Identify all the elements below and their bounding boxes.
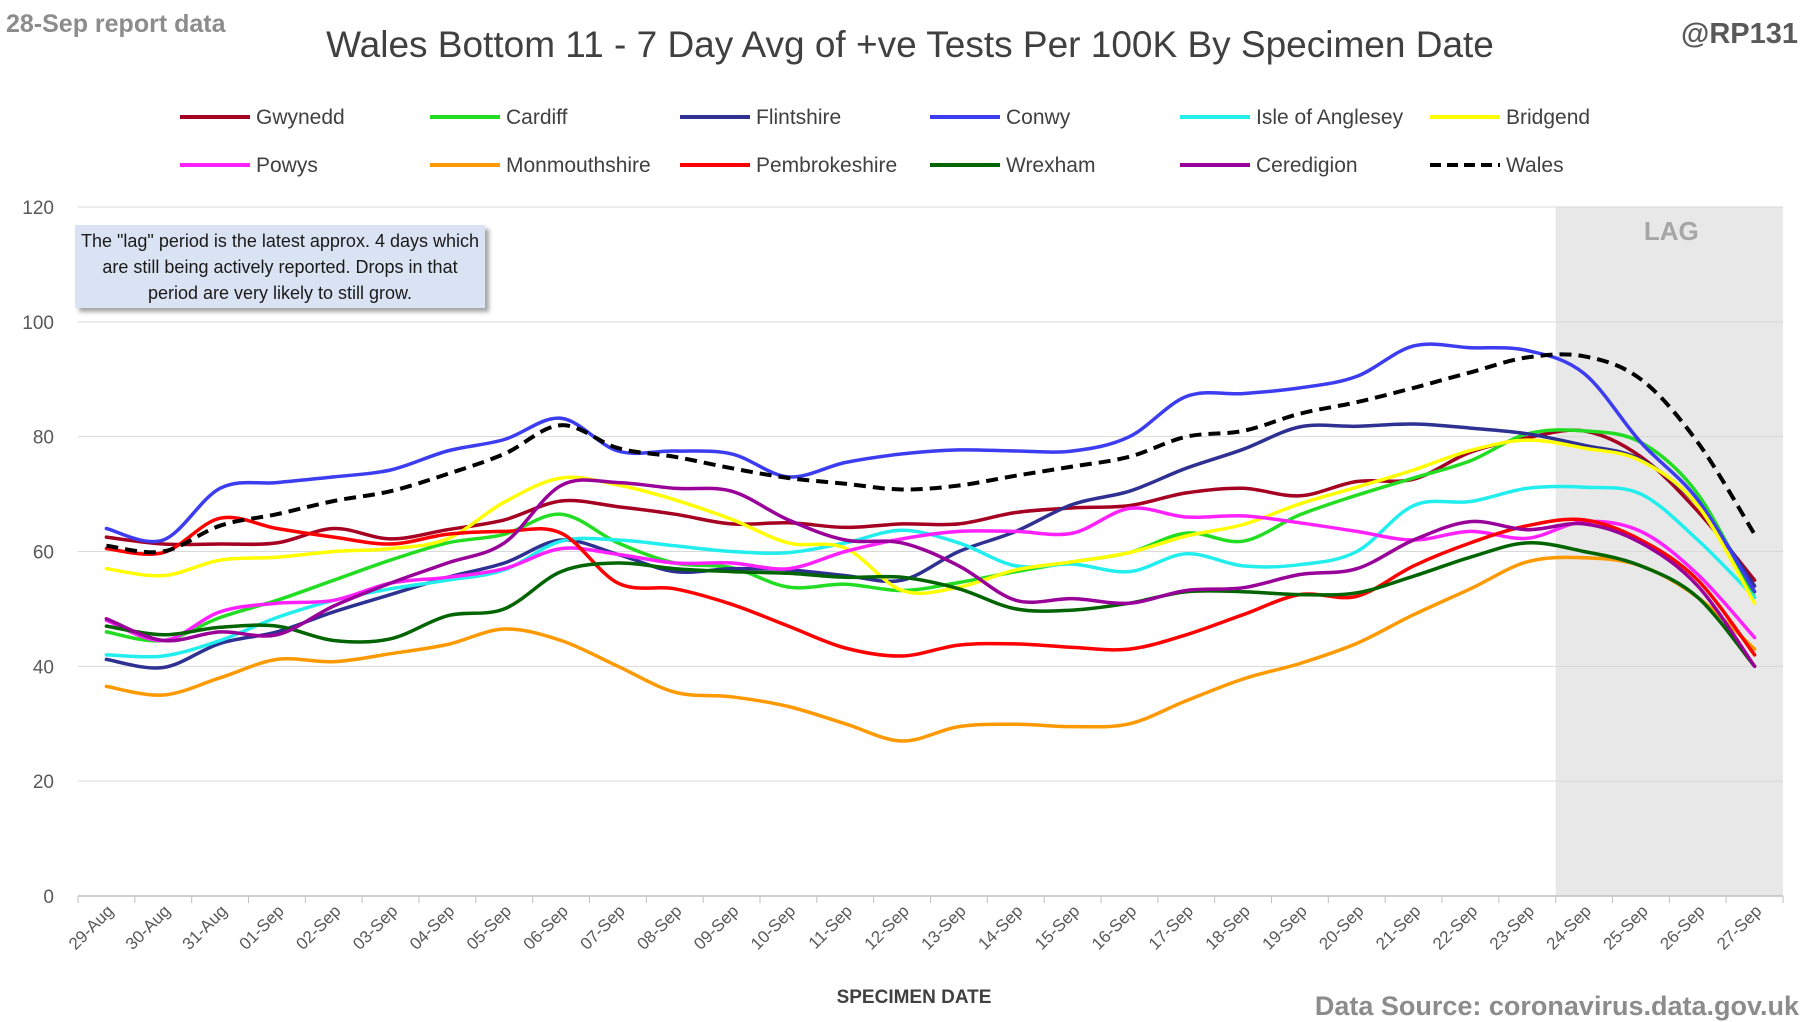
legend-label: Bridgend <box>1506 106 1590 129</box>
series-line-isle-of-anglesey <box>104 484 1757 659</box>
x-tick-label: 10-Sep <box>747 901 799 953</box>
lag-note: The "lag" period is the latest approx. 4… <box>75 225 485 308</box>
legend-label: Gwynedd <box>256 106 345 129</box>
data-source: Data Source: coronavirus.data.gov.uk <box>1314 991 1799 1021</box>
x-tick-label: 01-Sep <box>236 901 288 953</box>
x-tick-label: 11-Sep <box>805 901 856 952</box>
legend-item-isle-of-anglesey: Isle of Anglesey <box>1180 106 1404 129</box>
x-tick-label: 09-Sep <box>690 901 742 953</box>
legend-label: Powys <box>256 154 318 177</box>
x-tick-label: 07-Sep <box>577 901 629 953</box>
y-tick-label: 0 <box>43 887 54 908</box>
chart-title: Wales Bottom 11 - 7 Day Avg of +ve Tests… <box>326 24 1494 65</box>
legend-label: Ceredigion <box>1256 154 1358 177</box>
x-tick-label: 06-Sep <box>520 901 572 953</box>
x-tick-label: 21-Sep <box>1372 901 1424 953</box>
legend-label: Isle of Anglesey <box>1256 106 1404 129</box>
x-tick-label: 30-Aug <box>122 901 174 953</box>
x-tick-label: 14-Sep <box>974 901 1026 953</box>
series-line-conwy <box>104 342 1757 594</box>
legend-label: Flintshire <box>756 106 841 129</box>
x-tick-label: 04-Sep <box>406 901 458 953</box>
x-tick-label: 24-Sep <box>1543 901 1595 953</box>
x-tick-label: 12-Sep <box>861 901 913 953</box>
series-line-bridgend <box>104 438 1757 605</box>
x-tick-label: 19-Sep <box>1259 901 1311 953</box>
legend-item-flintshire: Flintshire <box>680 106 841 129</box>
legend-label: Conwy <box>1006 106 1071 129</box>
x-tick-label: 08-Sep <box>633 901 685 953</box>
y-tick-label: 120 <box>22 198 54 219</box>
legend-label: Pembrokeshire <box>756 154 897 177</box>
y-tick-label: 100 <box>22 313 54 334</box>
x-tick-label: 20-Sep <box>1315 901 1367 953</box>
author-handle: @RP131 <box>1681 18 1798 50</box>
x-tick-label: 23-Sep <box>1486 901 1538 953</box>
x-tick-label: 17-Sep <box>1145 901 1197 953</box>
legend-item-cardiff: Cardiff <box>430 106 568 129</box>
series-lines <box>104 342 1757 743</box>
legend-item-ceredigion: Ceredigion <box>1180 154 1358 177</box>
legend-item-powys: Powys <box>180 154 318 177</box>
legend-item-wrexham: Wrexham <box>930 154 1095 177</box>
y-tick-labels: 0 20 40 60 80 100 120 <box>22 198 54 908</box>
x-tick-label: 16-Sep <box>1088 901 1140 953</box>
x-tick-label: 25-Sep <box>1600 901 1652 953</box>
x-tick-label: 22-Sep <box>1429 901 1481 953</box>
y-tick-label: 20 <box>33 772 54 793</box>
x-tick-label: 03-Sep <box>349 901 401 953</box>
y-tick-label: 80 <box>33 428 54 449</box>
x-tick-label: 05-Sep <box>463 901 515 953</box>
lag-label: LAG <box>1644 216 1699 246</box>
legend-item-pembrokeshire: Pembrokeshire <box>680 154 897 177</box>
legend-label: Cardiff <box>506 106 568 129</box>
legend: Gwynedd Cardiff Flintshire Conwy Isle of Ang… <box>180 106 1590 177</box>
legend-label: Monmouthshire <box>506 154 651 177</box>
x-tick-label: 15-Sep <box>1031 901 1083 953</box>
series-line-monmouthshire <box>104 555 1757 743</box>
x-tick-label: 29-Aug <box>65 901 117 953</box>
series-line-pembrokeshire <box>104 515 1757 658</box>
legend-item-gwynedd: Gwynedd <box>180 106 345 129</box>
x-axis-title: SPECIMEN DATE <box>837 987 992 1008</box>
legend-item-monmouthshire: Monmouthshire <box>430 154 651 177</box>
legend-item-conwy: Conwy <box>930 106 1071 129</box>
legend-item-wales: Wales <box>1430 154 1564 177</box>
series-line-wrexham <box>104 541 1757 669</box>
y-tick-label: 60 <box>33 543 54 564</box>
series-line-wales <box>106 352 1757 555</box>
x-tick-label: 13-Sep <box>918 901 970 953</box>
axes <box>77 895 1784 903</box>
legend-item-bridgend: Bridgend <box>1430 106 1590 129</box>
x-tick-label: 31-Aug <box>179 901 231 953</box>
x-tick-label: 27-Sep <box>1713 901 1765 953</box>
series-line-ceredigion <box>104 478 1757 669</box>
series-line-flintshire <box>104 422 1757 670</box>
x-tick-labels: 29-Aug 30-Aug 31-Aug 01-Sep 02-Sep 03-Sep 04-S… <box>65 901 1765 953</box>
y-tick-label: 40 <box>33 657 54 678</box>
legend-label: Wales <box>1506 154 1564 177</box>
x-tick-label: 26-Sep <box>1656 901 1708 953</box>
x-tick-label: 18-Sep <box>1202 901 1254 953</box>
report-date-label: 28-Sep report data <box>6 10 226 38</box>
legend-label: Wrexham <box>1006 154 1095 177</box>
x-tick-label: 02-Sep <box>292 901 344 953</box>
